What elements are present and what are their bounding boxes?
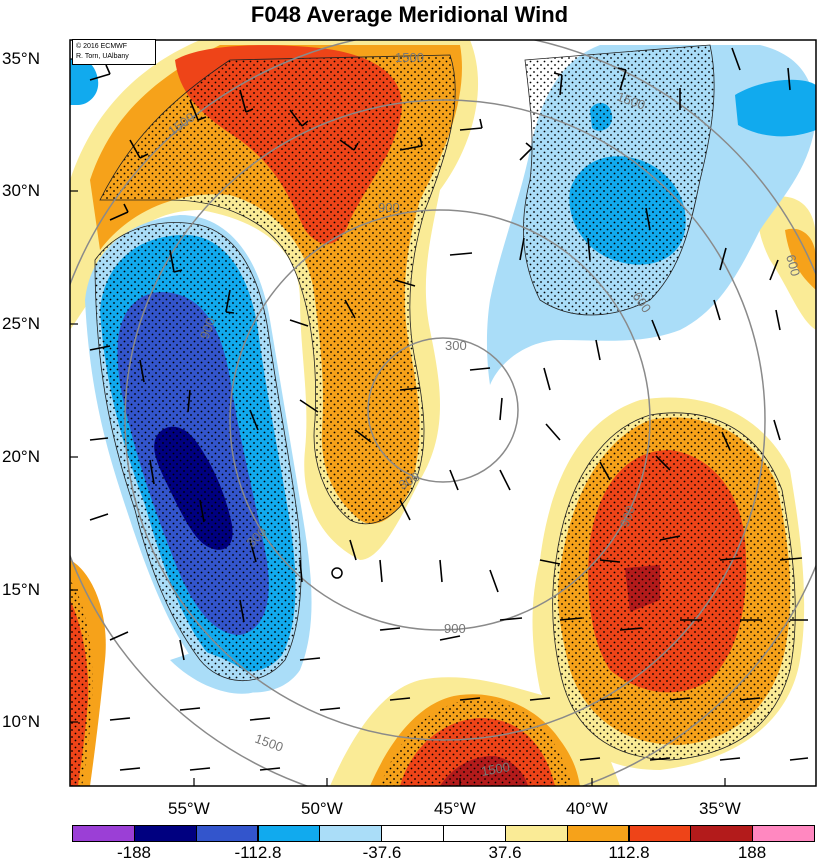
colorbar-label: 112.8 <box>608 843 650 862</box>
colorbar-swatch <box>690 825 754 842</box>
colorbar-swatch <box>381 825 444 842</box>
colorbar-swatch <box>133 825 197 842</box>
lon-label: 55°W <box>168 799 210 818</box>
contour-label: 900 <box>197 316 219 342</box>
lat-label: 10°N <box>2 712 40 731</box>
colorbar-swatch <box>319 825 383 842</box>
colorbar-swatch <box>72 825 135 842</box>
contour-label: 900 <box>444 621 466 636</box>
colorbar-label: 188 <box>737 843 767 862</box>
stipple-regions <box>70 45 796 786</box>
colorbar-label: 37.6 <box>488 843 522 862</box>
colorbar-swatch <box>195 825 259 842</box>
credit-line: © 2016 ECMWF <box>76 43 128 50</box>
lat-label: 35°N <box>2 49 40 68</box>
contour-label: 600 <box>783 253 803 278</box>
wind-barbs <box>89 47 809 771</box>
colorbar-label: -188 <box>116 843 152 862</box>
colorbar-label: -112.8 <box>234 843 282 862</box>
colorbar-swatch <box>504 825 568 842</box>
lat-label: 25°N <box>2 314 40 333</box>
colorbar-swatch <box>257 825 321 842</box>
storm-center-marker <box>331 567 343 579</box>
contour-label: 1500 <box>395 50 424 65</box>
contour-label: 900 <box>378 200 400 215</box>
radius-circles <box>70 40 816 786</box>
lon-label: 35°W <box>699 799 741 818</box>
credit-box: © 2016 ECMWF R. Torn, UAlbany <box>72 39 156 65</box>
lat-label: 20°N <box>2 447 40 466</box>
lon-label: 50°W <box>301 799 343 818</box>
credit-line: R. Torn, UAlbany <box>76 53 129 60</box>
contour-label: 1500 <box>480 759 511 779</box>
lon-label: 45°W <box>434 799 476 818</box>
lat-label: 15°N <box>2 580 40 599</box>
contour-label: 900 <box>617 504 639 530</box>
colorbar-swatch <box>752 825 815 842</box>
colorbar-swatch <box>443 825 506 842</box>
map-title: F048 Average Meridional Wind <box>250 2 569 27</box>
lat-label: 30°N <box>2 181 40 200</box>
colorbar-swatch <box>628 825 692 842</box>
lon-label: 40°W <box>566 799 608 818</box>
contour-label: 300 <box>445 338 467 353</box>
colorbar-swatch <box>566 825 630 842</box>
map-field <box>70 40 816 786</box>
map-frame <box>69 39 817 787</box>
colorbar-label: -37.6 <box>362 843 402 862</box>
